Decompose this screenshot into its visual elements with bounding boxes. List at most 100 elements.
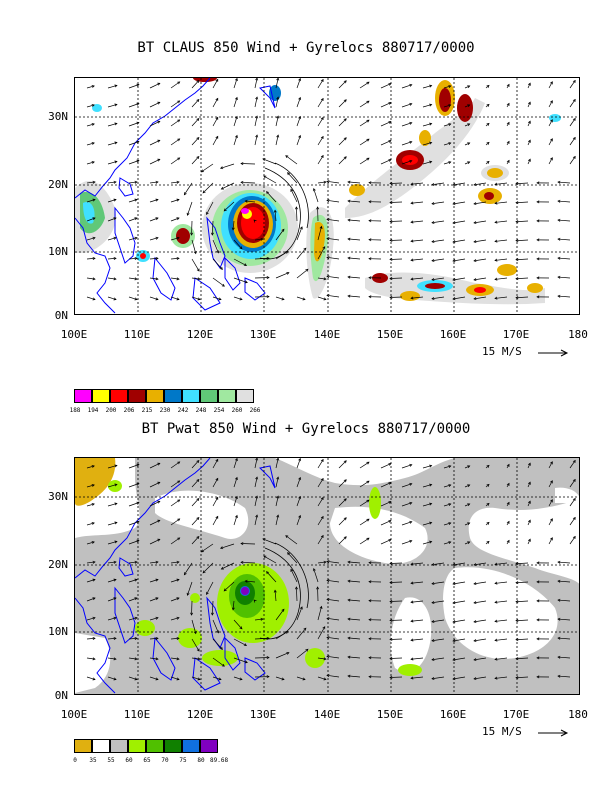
wind-arrow (422, 104, 432, 108)
wind-arrow-head (114, 502, 118, 506)
wind-arrow-head (467, 123, 471, 127)
wind-arrow-head (506, 121, 510, 125)
wind-arrow (494, 182, 508, 185)
wind-arrow (170, 637, 180, 640)
wind-arrow-head (368, 181, 372, 185)
wind-arrow-head (388, 82, 392, 86)
wind-arrow (170, 597, 180, 602)
wind-arrow (86, 85, 95, 89)
wind-arrow-head (527, 481, 531, 485)
wind-arrow (443, 161, 451, 165)
wind-arrow (326, 294, 340, 298)
wind-arrow (233, 97, 238, 108)
wind-arrow (220, 163, 235, 169)
wind-arrow (86, 676, 96, 680)
wind-arrow-head (536, 238, 540, 242)
wind-arrow-head (197, 297, 201, 301)
wind-arrow (221, 182, 235, 190)
wind-arrow-head (494, 581, 498, 585)
wind-arrow (191, 498, 200, 507)
wind-arrow (557, 276, 571, 279)
gyre-track (259, 547, 301, 640)
wind-arrow (557, 181, 571, 184)
wind-arrow (254, 134, 258, 146)
wind-arrow (107, 199, 117, 203)
wind-arrow-head (113, 657, 117, 661)
wind-arrow (191, 137, 200, 146)
wind-arrow-head (281, 608, 285, 612)
wind-arrow (317, 155, 324, 165)
wind-arrow (515, 220, 529, 223)
wind-arrow (254, 637, 269, 640)
wind-arrow-head (176, 180, 180, 184)
wind-arrow-head (452, 202, 456, 206)
wind-arrow (389, 277, 403, 279)
wind-arrow (389, 562, 403, 564)
wind-arrow (422, 503, 432, 507)
wind-arrow (275, 652, 290, 659)
wind-arrow-head (410, 182, 414, 186)
wind-arrow-head (366, 480, 370, 484)
wind-arrow (359, 537, 370, 545)
wind-arrow-head (326, 560, 330, 564)
top-map-title: BT CLAUS 850 Wind + Gyrelocs 880717/0000 (137, 40, 475, 56)
wind-arrow (212, 239, 219, 254)
wind-arrow-head (91, 503, 95, 506)
wind-arrow (149, 657, 159, 660)
wind-arrow (107, 676, 117, 680)
wind-arrow (515, 258, 529, 261)
wind-arrow-head (155, 578, 159, 582)
wind-arrow-head (193, 250, 197, 255)
wind-arrow (326, 275, 340, 279)
wind-arrow-head (244, 579, 248, 583)
wind-arrow (452, 201, 466, 205)
legend-swatch (146, 739, 164, 753)
wind-arrow (296, 676, 306, 680)
wind-arrow-head (114, 103, 118, 107)
wind-arrow (464, 484, 470, 488)
legend-swatch (182, 389, 200, 403)
wind-arrow (431, 600, 445, 604)
wind-arrow (233, 657, 248, 663)
wind-arrow (569, 80, 576, 89)
wind-arrow-head (409, 83, 413, 87)
legend-swatch (128, 739, 146, 753)
wind-arrow-head (215, 477, 219, 481)
wind-arrow-head (452, 183, 456, 187)
wind-arrow (515, 581, 529, 584)
wind-arrow-head (343, 80, 347, 84)
legend-swatch (218, 389, 236, 403)
legend-swatch (110, 739, 128, 753)
wind-arrow (212, 478, 219, 488)
legend-label: 188 (69, 407, 81, 414)
wind-arrow-head (550, 119, 553, 123)
wind-arrow (443, 503, 451, 507)
legend-swatch (110, 389, 128, 403)
wind-arrow (128, 237, 138, 241)
legend-swatch (200, 739, 218, 753)
wind-arrow-head (176, 636, 180, 640)
wind-arrow-head (266, 636, 270, 640)
wind-arrow-head (515, 239, 519, 243)
wind-arrow (128, 521, 140, 526)
graticule (75, 78, 579, 314)
lat-label: 0N (54, 309, 68, 322)
wind-arrow (557, 618, 571, 621)
wind-arrow-head (323, 560, 327, 564)
wind-arrow-head (113, 217, 117, 221)
wind-arrow-head (326, 294, 330, 298)
wind-arrow (86, 199, 96, 203)
wind-arrow-head (431, 676, 435, 680)
legend-swatch (164, 389, 182, 403)
wind-arrow-head (255, 96, 259, 100)
wind-arrow-head (157, 481, 161, 485)
wind-arrow (473, 657, 487, 661)
wind-vectors (86, 458, 576, 681)
wind-arrow (86, 561, 96, 564)
wind-arrow-head (448, 484, 452, 487)
wind-arrow (107, 465, 118, 469)
wind-arrow-head (255, 78, 259, 81)
wind-arrow-head (368, 257, 372, 261)
wind-arrow-head (200, 169, 204, 173)
wind-arrow (473, 296, 487, 300)
